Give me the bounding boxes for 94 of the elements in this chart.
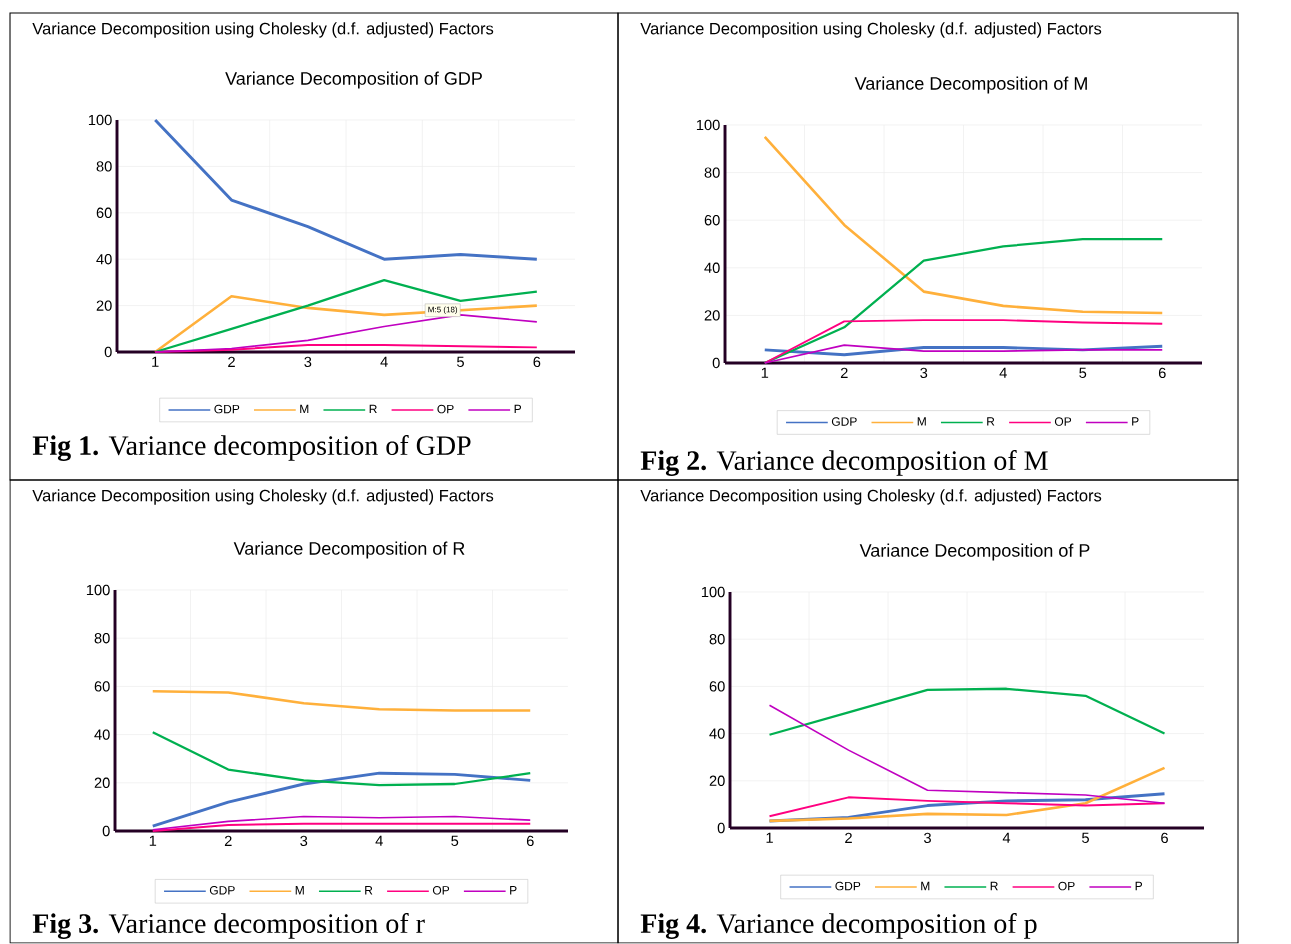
line-series: [768, 687, 1166, 737]
x-tick-label: 3: [304, 356, 312, 368]
line-series: [151, 771, 532, 828]
line-series: [768, 704, 1166, 805]
legend-label: M: [917, 417, 926, 426]
legend-label: M: [300, 405, 309, 414]
y-tick-label: 40: [704, 262, 720, 274]
y-tick-label: 60: [704, 215, 720, 226]
x-tick-label: 2: [224, 835, 232, 847]
x-tick-label: 1: [149, 835, 157, 847]
y-tick-label: 40: [96, 254, 112, 265]
y-tick-label: 100: [701, 587, 725, 598]
text: Fig 4. Variance decomposition of p: [640, 913, 1037, 940]
x-tick-label: 1: [766, 832, 773, 844]
legend-label: GDP: [209, 886, 235, 895]
line-series: [763, 344, 1164, 365]
y-tick-label: 100: [696, 120, 720, 131]
legend-label: P: [510, 886, 517, 895]
legend-label: GDP: [831, 417, 857, 427]
x-tick-label: 4: [380, 356, 388, 368]
legend-label: R: [365, 886, 373, 895]
chart-subtitle: Variance Decomposition of M: [854, 76, 1087, 94]
legend-label: GDP: [835, 882, 861, 891]
x-tick-label: 3: [300, 835, 308, 847]
chart-title: Variance Decomposition using Cholesky (d.f. adjusted) Factors: [640, 22, 1102, 38]
annotation: M:5 (18): [428, 306, 458, 315]
legend-label: GDP: [214, 405, 240, 414]
y-tick-label: 60: [96, 207, 112, 219]
x-tick-label: 5: [451, 835, 459, 847]
y-tick-label: 100: [88, 115, 112, 126]
legend-label: OP: [437, 405, 454, 414]
legend-label: R: [369, 405, 377, 414]
y-tick-label: 0: [712, 358, 720, 369]
y-tick-label: 20: [704, 310, 720, 321]
y-tick-label: 80: [704, 167, 720, 179]
y-tick-label: 40: [94, 729, 110, 741]
x-tick-label: 4: [1002, 832, 1011, 844]
chart-subtitle: Variance Decomposition of P: [859, 543, 1090, 561]
chart-subtitle: Variance Decomposition of R: [233, 541, 465, 559]
y-tick-label: 80: [709, 634, 725, 645]
y-tick-label: 40: [709, 728, 725, 740]
x-tick-label: 2: [228, 356, 235, 368]
chart-title: Variance Decomposition using Cholesky (d.f. adjusted) Factors: [640, 489, 1102, 505]
y-tick-label: 100: [86, 585, 110, 596]
x-tick-label: 2: [840, 367, 848, 379]
line-series: [763, 319, 1164, 365]
line-series: [151, 815, 532, 831]
x-tick-label: 5: [1082, 832, 1089, 844]
line-series: [151, 731, 532, 787]
y-tick-label: 60: [709, 681, 725, 692]
legend-label: OP: [1058, 882, 1075, 891]
y-tick-label: 60: [94, 681, 110, 692]
text: Fig 1. Variance decomposition of GDP: [32, 435, 471, 462]
x-tick-label: 4: [375, 835, 383, 847]
legend-label: P: [514, 405, 522, 414]
line-series: [763, 135, 1164, 315]
x-tick-label: 3: [920, 367, 928, 379]
y-tick-label: 20: [94, 777, 110, 789]
x-tick-label: 3: [924, 832, 931, 844]
y-tick-label: 0: [104, 347, 112, 358]
legend-label: OP: [1054, 417, 1072, 427]
x-tick-label: 6: [533, 356, 541, 368]
legend-label: P: [1135, 882, 1143, 891]
x-tick-label: 1: [152, 356, 159, 368]
text: Fig 3. Variance decomposition of r: [32, 913, 425, 940]
text: Fig 2. Variance decomposition of M: [640, 450, 1048, 477]
line-series: [153, 118, 539, 261]
line-series: [151, 690, 532, 713]
y-tick-label: 0: [102, 826, 110, 837]
y-tick-label: 0: [717, 823, 725, 834]
chart-title: Variance Decomposition using Cholesky (d.f. adjusted) Factors: [32, 22, 494, 38]
x-tick-label: 2: [845, 832, 852, 844]
x-tick-label: 5: [457, 356, 464, 368]
x-tick-label: 6: [526, 835, 534, 847]
x-tick-label: 6: [1161, 832, 1168, 844]
line-series: [768, 766, 1166, 823]
x-tick-label: 4: [999, 367, 1007, 379]
line-series: [154, 279, 538, 354]
x-tick-label: 6: [1158, 367, 1166, 379]
legend-label: M: [295, 886, 304, 895]
y-tick-label: 20: [96, 300, 112, 312]
y-tick-label: 20: [709, 775, 725, 787]
legend-label: OP: [432, 886, 450, 895]
x-tick-label: 1: [761, 367, 769, 379]
legend-label: P: [1132, 417, 1139, 426]
y-tick-label: 80: [94, 633, 110, 644]
legend-label: R: [987, 417, 995, 426]
line-series: [154, 314, 538, 354]
x-tick-label: 5: [1079, 367, 1087, 379]
legend-label: R: [990, 882, 998, 891]
chart-subtitle: Variance Decomposition of GDP: [225, 71, 482, 89]
legend-label: M: [921, 882, 930, 891]
y-tick-label: 80: [96, 161, 112, 172]
chart-title: Variance Decomposition using Cholesky (d.f. adjusted) Factors: [32, 489, 494, 505]
